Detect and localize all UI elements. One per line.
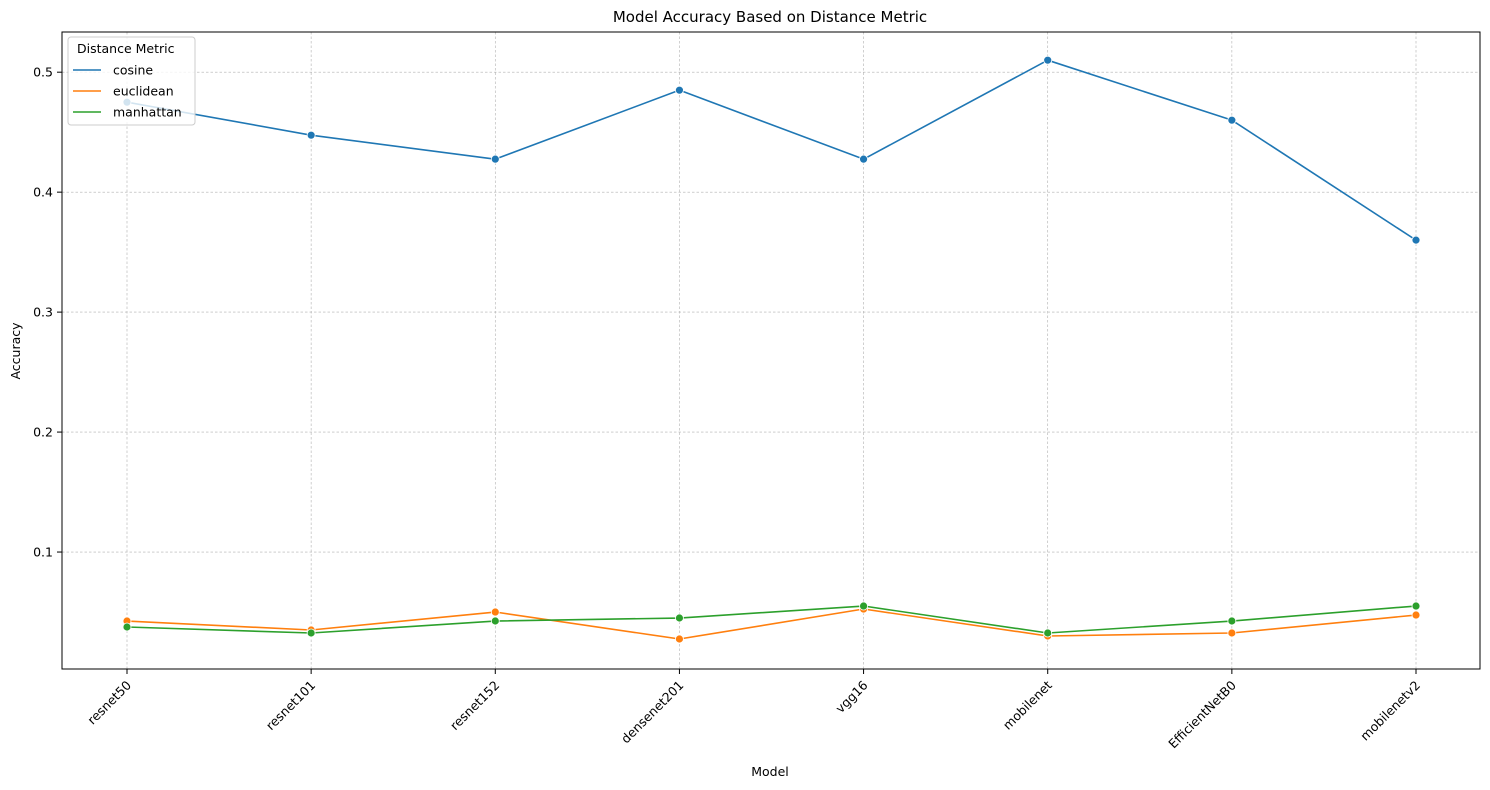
chart-title: Model Accuracy Based on Distance Metric	[613, 8, 927, 26]
x-tick-label: resnet101	[263, 678, 318, 733]
data-point-cosine	[306, 130, 316, 140]
x-tick-label: resnet152	[447, 678, 502, 733]
grid-lines	[62, 32, 1480, 669]
y-tick-label: 0.1	[33, 545, 53, 560]
data-point-euclidean	[490, 607, 500, 617]
legend-items: cosine euclidean manhattan	[73, 63, 182, 120]
series-manhattan	[122, 601, 1421, 638]
legend-label-cosine: cosine	[113, 63, 153, 78]
x-tick-label: resnet50	[84, 677, 134, 727]
data-point-cosine	[490, 154, 500, 164]
data-point-manhattan	[1227, 616, 1237, 626]
series-line-cosine	[126, 59, 1417, 241]
legend-title: Distance Metric	[77, 41, 175, 56]
series-cosine	[122, 55, 1421, 245]
data-point-euclidean	[1227, 628, 1237, 638]
x-tick-label: EfficientNetB0	[1165, 677, 1239, 751]
data-point-manhattan	[306, 628, 316, 638]
data-point-manhattan	[1411, 601, 1421, 611]
x-tick-label: vgg16	[832, 677, 870, 715]
data-point-manhattan	[1043, 628, 1053, 638]
data-point-cosine	[859, 154, 868, 164]
series-line-euclidean	[126, 608, 1417, 640]
data-point-euclidean	[675, 634, 684, 644]
y-tick-label: 0.4	[33, 185, 53, 200]
data-point-cosine	[1227, 115, 1237, 125]
data-point-cosine	[1411, 235, 1421, 245]
legend-box	[67, 36, 196, 126]
data-point-cosine	[1043, 55, 1053, 65]
data-point-manhattan	[675, 613, 684, 623]
legend-label-manhattan: manhattan	[113, 105, 182, 120]
y-axis-title: Accuracy	[8, 322, 23, 380]
data-point-manhattan	[490, 616, 500, 626]
data-point-manhattan	[122, 622, 132, 632]
x-tick-label: densenet201	[618, 678, 687, 747]
series-euclidean	[122, 604, 1421, 644]
y-tick-label: 0.2	[33, 425, 53, 440]
series-line-manhattan	[126, 605, 1417, 634]
data-point-manhattan	[859, 601, 868, 611]
x-tick-label: mobilenetv2	[1357, 678, 1423, 744]
data-point-cosine	[675, 85, 684, 95]
legend-label-euclidean: euclidean	[113, 84, 174, 99]
y-tick-label: 0.3	[33, 305, 53, 320]
series-layer	[122, 55, 1421, 644]
x-axis-ticks: resnet50 resnet101 resnet152 densenet201 vgg…	[84, 669, 1423, 751]
x-axis-title: Model	[751, 764, 789, 779]
y-tick-label: 0.5	[33, 65, 53, 80]
plot-area-frame	[61, 31, 1481, 670]
legend: Distance Metric cosine euclidean manhattan	[67, 36, 196, 126]
data-point-euclidean	[1411, 610, 1421, 620]
y-axis-ticks: 0.1 0.2 0.3 0.4 0.5	[33, 65, 62, 560]
x-tick-label: mobilenet	[1000, 677, 1055, 732]
